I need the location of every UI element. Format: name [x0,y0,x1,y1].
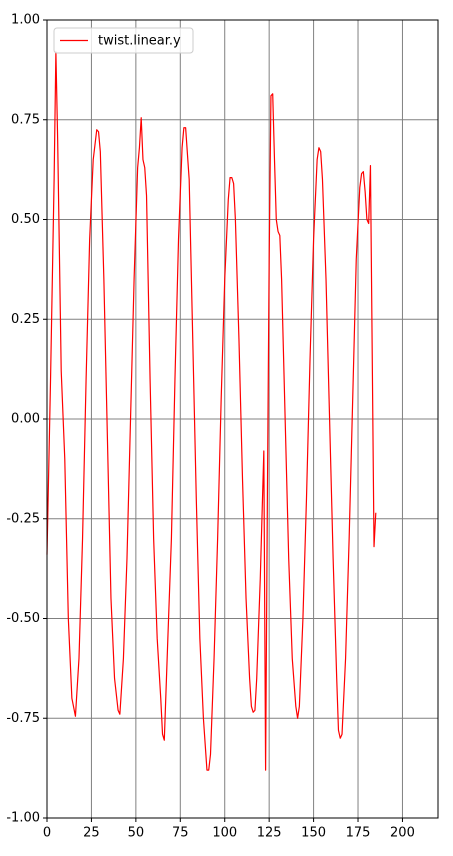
y-tick-label: 0.50 [11,212,40,227]
y-tick-label: 1.00 [11,13,40,28]
x-tick-label: 200 [390,826,415,841]
x-tick-label: 25 [83,826,100,841]
y-tick-label: -0.25 [6,511,40,526]
x-tick-label: 75 [172,826,189,841]
x-tick-label: 125 [257,826,282,841]
y-tick-label: -1.00 [6,811,40,826]
y-tick-label: 0.25 [11,312,40,327]
y-tick-label: 0.00 [11,412,40,427]
y-tick-label: -0.75 [6,711,40,726]
series-line [46,51,377,771]
legend-box [53,27,194,54]
x-tick-label: 175 [346,826,371,841]
x-tick-label: 100 [212,826,237,841]
legend-label: twist.linear.y [98,34,181,49]
x-tick-label: 150 [301,826,326,841]
y-tick-label: 0.75 [11,112,40,127]
plot-frame [46,19,439,819]
x-tick-label: 0 [43,826,51,841]
x-tick-label: 50 [128,826,145,841]
y-tick-label: -0.50 [6,611,40,626]
